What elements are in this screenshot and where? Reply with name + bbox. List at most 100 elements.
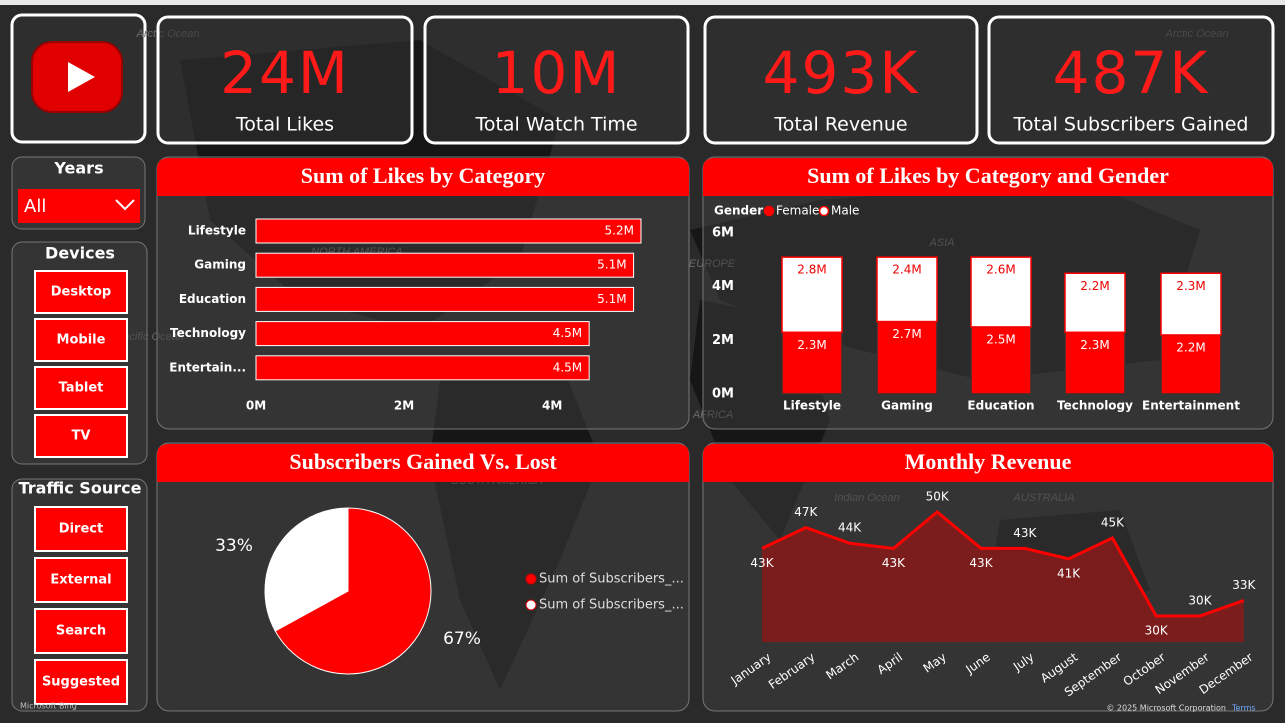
x-tick-label: Gaming (881, 399, 933, 413)
bar-segment (876, 320, 938, 395)
legend-marker (763, 205, 775, 217)
y-tick-label: Technology (170, 326, 246, 340)
copyright: © 2025 Microsoft Corporation (1106, 704, 1226, 713)
data-label: 2.2M (1176, 340, 1205, 354)
kpi-card (987, 15, 1275, 145)
bar-segment (970, 256, 1032, 328)
slicer-button-label[interactable]: Search (56, 624, 106, 639)
kpi-label: Total Watch Time (474, 114, 637, 136)
data-label: 5.1M (597, 292, 626, 306)
data-label: 50K (926, 490, 950, 504)
slicer-title: Years (53, 159, 103, 178)
slicer-button[interactable] (34, 506, 128, 552)
kpi-value: 24M (220, 39, 350, 107)
dropdown-value[interactable]: All (24, 196, 46, 217)
x-tick-label: 4M (542, 399, 562, 413)
y-tick-label: Lifestyle (188, 224, 246, 238)
data-label: 4.5M (553, 360, 582, 374)
data-label: 33% (215, 536, 253, 556)
slicer-button-label[interactable]: Mobile (57, 333, 106, 348)
legend-marker (818, 205, 830, 217)
dropdown-chevron[interactable] (115, 199, 135, 211)
slicer-button[interactable] (34, 270, 128, 314)
area (762, 512, 1244, 642)
data-label: 45K (1101, 516, 1125, 530)
kpi-value: 493K (763, 39, 920, 107)
kpi-label: Total Revenue (773, 114, 907, 136)
slicer-button-label[interactable]: Tablet (59, 381, 104, 396)
bar-segment (876, 256, 938, 323)
pie-slice (264, 507, 349, 632)
data-label: 2.3M (1176, 279, 1205, 293)
x-tick-label: Lifestyle (783, 399, 841, 413)
data-label: 2.2M (1080, 279, 1109, 293)
pie-slice (274, 507, 432, 675)
bar (255, 286, 635, 312)
data-label: 2.8M (797, 263, 826, 277)
kpi-value: 10M (492, 39, 622, 107)
data-label: 33K (1232, 578, 1256, 592)
chart-header (157, 444, 689, 482)
x-tick-label: Education (967, 399, 1034, 413)
slicer-button[interactable] (34, 659, 128, 705)
bar (255, 355, 590, 381)
slicer-button-label[interactable]: Direct (59, 522, 103, 537)
chart-header (703, 158, 1273, 196)
legend-marker (525, 573, 537, 585)
slicer-button[interactable] (34, 366, 128, 410)
x-tick-label: 0M (246, 399, 266, 413)
chart-title: Sum of Likes by Category and Gender (807, 163, 1169, 188)
data-label: 30K (1145, 624, 1169, 638)
kpi-value: 487K (1053, 39, 1210, 107)
slicer-button-label[interactable]: External (50, 573, 111, 588)
legend-label: Sum of Subscribers_... (539, 598, 684, 613)
data-label: 5.1M (597, 258, 626, 272)
bar-segment (1064, 272, 1126, 334)
slicer-button[interactable] (34, 608, 128, 654)
data-label: 30K (1188, 594, 1212, 608)
y-tick-label: Entertain... (169, 360, 246, 374)
kpi-label: Total Likes (235, 114, 334, 136)
data-label: 43K (969, 556, 993, 570)
kpi-card (423, 15, 690, 145)
data-label: 41K (1057, 566, 1081, 580)
chart-title: Monthly Revenue (905, 449, 1072, 474)
x-tick-label: Technology (1057, 399, 1133, 413)
data-label: 2.3M (797, 338, 826, 352)
kpi-card (703, 15, 979, 145)
slicer-button[interactable] (34, 318, 128, 362)
legend-label: Sum of Subscribers_... (539, 572, 684, 587)
x-tick-label: 2M (394, 399, 414, 413)
slicer-title: Devices (45, 244, 115, 263)
kpi-card (156, 15, 414, 145)
slicer-button[interactable] (34, 414, 128, 458)
top-strip (0, 0, 1285, 5)
legend-label: Male (831, 204, 859, 218)
slicer-button-label[interactable]: Desktop (51, 285, 111, 300)
data-label: 2.5M (986, 332, 1015, 346)
slicer-button[interactable] (34, 557, 128, 603)
slicer-button-label[interactable]: Suggested (42, 675, 120, 690)
data-label: 44K (838, 521, 862, 535)
y-tick-label: Gaming (194, 258, 246, 272)
kpi-label: Total Subscribers Gained (1013, 114, 1249, 136)
bar-segment (781, 256, 843, 334)
slicer-button-label[interactable]: TV (72, 429, 91, 444)
data-label: 47K (794, 505, 818, 519)
y-tick-label: 4M (712, 279, 734, 294)
y-tick-label: Education (179, 292, 246, 306)
data-label: 2.3M (1080, 338, 1109, 352)
data-label: 4.5M (553, 326, 582, 340)
attribution: Microsoft Bing (20, 702, 77, 711)
logo-play (68, 62, 95, 92)
data-label: 43K (750, 556, 774, 570)
legend-marker (525, 599, 537, 611)
data-label: 43K (1013, 526, 1037, 540)
dropdown[interactable] (18, 189, 140, 223)
data-label: 2.6M (986, 263, 1015, 277)
legend-label: Female (776, 204, 819, 218)
chart-header (703, 444, 1273, 482)
terms-link[interactable]: Terms (1231, 704, 1256, 713)
line (761, 510, 1245, 618)
